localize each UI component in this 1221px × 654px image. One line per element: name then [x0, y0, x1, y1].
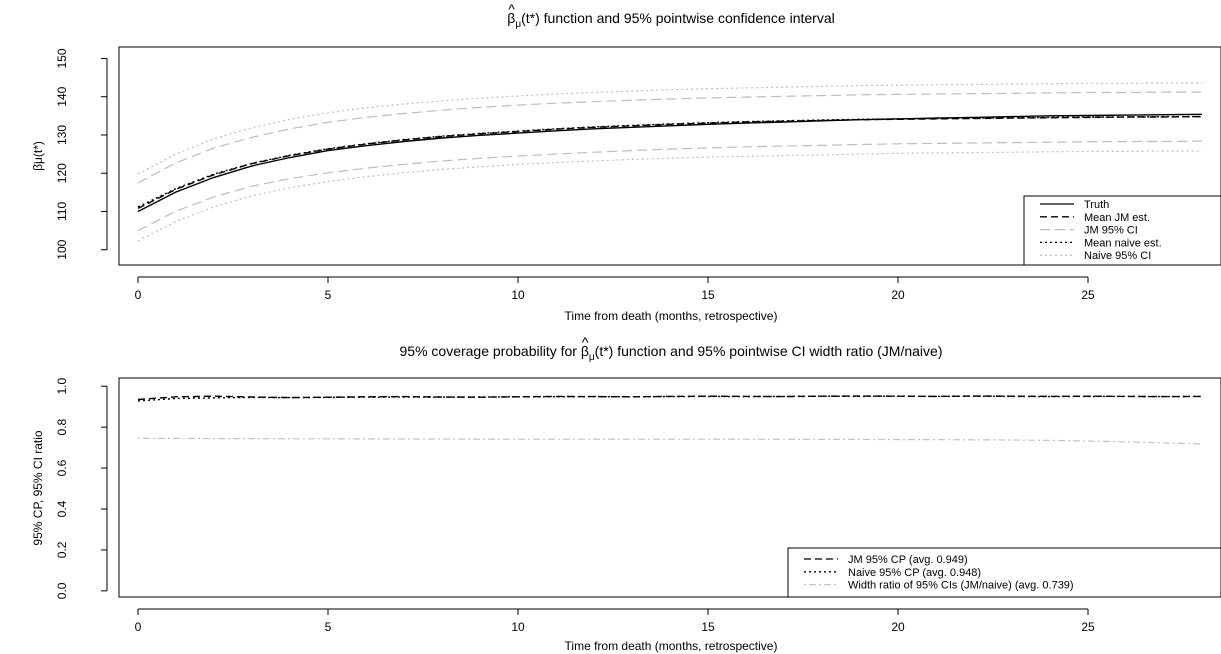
- x-tick-label: 5: [325, 620, 332, 634]
- series-line: [137, 82, 1202, 175]
- chart-panel-coverage: 95% coverage probability for βμ(t*) func…: [31, 334, 1221, 653]
- title-bottom-rest: (t*) function and 95% pointwise CI width…: [595, 343, 943, 359]
- series-group-bottom: [137, 395, 1203, 445]
- x-tick-label: 15: [701, 288, 715, 302]
- x-tick-label: 10: [511, 620, 525, 634]
- y-tick-label: 130: [55, 125, 69, 145]
- plot-frame-bottom: [118, 377, 1221, 598]
- series-line: [137, 115, 1202, 208]
- legend-box: [1023, 195, 1221, 266]
- title-top-rest: (t*) function and 95% pointwise confiden…: [521, 10, 835, 26]
- x-axis-bottom: 0 5 10 15 20 25: [135, 608, 1095, 634]
- title-top-hat: ^: [508, 1, 515, 17]
- x-axis-top: 0 5 10 15 20 25: [135, 276, 1095, 302]
- title-top-beta: β: [507, 10, 515, 26]
- title-top-sub: μ: [515, 19, 521, 30]
- legend-label: Width ratio of 95% CIs (JM/naive) (avg. …: [848, 580, 1074, 592]
- title-bottom-beta: β: [581, 343, 589, 359]
- legend-label: Truth: [1084, 199, 1109, 211]
- legend-label: JM 95% CI: [1084, 225, 1138, 237]
- x-tick-label: 20: [891, 620, 905, 634]
- y-axis-bottom: 0.0 0.2 0.4 0.6 0.8 1.0: [55, 378, 108, 599]
- x-tick-label: 25: [1081, 288, 1095, 302]
- series-line: [137, 395, 1203, 401]
- title-bottom-sub: μ: [589, 352, 595, 363]
- legend-label: Mean naive est.: [1084, 237, 1162, 249]
- y-tick-label: 140: [55, 86, 69, 106]
- y-axis-top: 100 110 120 130 140 150: [55, 48, 108, 260]
- y-axis-label-top: β̈μ(t*): [31, 141, 45, 171]
- chart-title-top: βμ(t*) function and 95% pointwise confid…: [507, 10, 834, 30]
- x-axis-label-bottom: Time from death (months, retrospective): [565, 639, 778, 653]
- series-line: [137, 115, 1203, 210]
- x-tick-label: 0: [135, 288, 142, 302]
- chart-title-bottom: 95% coverage probability for βμ(t*) func…: [400, 343, 943, 363]
- x-tick-label: 10: [511, 288, 525, 302]
- y-tick-label: 0.6: [55, 459, 69, 476]
- x-tick-label: 25: [1081, 620, 1095, 634]
- x-tick-label: 20: [891, 288, 905, 302]
- legend-label: Naive 95% CI: [1084, 250, 1151, 262]
- y-tick-label: 1.0: [55, 378, 69, 395]
- legend-label: Naive 95% CP (avg. 0.948): [848, 567, 981, 579]
- title-bottom-lead: 95% coverage probability for: [400, 343, 581, 359]
- x-axis-label-top: Time from death (months, retrospective): [565, 309, 778, 323]
- legend-label: Mean JM est.: [1084, 212, 1150, 224]
- y-tick-label: 0.2: [55, 541, 69, 558]
- series-line: [137, 395, 1203, 402]
- series-line: [137, 91, 1202, 184]
- y-tick-label: 100: [55, 239, 69, 259]
- series-group-top: [137, 82, 1203, 242]
- legend-label: JM 95% CP (avg. 0.949): [848, 554, 968, 566]
- x-tick-label: 15: [701, 620, 715, 634]
- y-tick-label: 0.0: [55, 582, 69, 599]
- series-line: [137, 140, 1203, 232]
- legend-bottom: JM 95% CP (avg. 0.949)Naive 95% CP (avg.…: [787, 547, 1221, 598]
- y-tick-label: 0.8: [55, 418, 69, 435]
- x-tick-label: 0: [135, 620, 142, 634]
- y-axis-label-bottom: 95% CP, 95% CI ratio: [31, 430, 45, 545]
- x-tick-label: 5: [325, 288, 332, 302]
- series-line: [138, 437, 1203, 445]
- y-tick-label: 110: [55, 202, 69, 221]
- chart-panel-beta-function: βμ(t*) function and 95% pointwise confid…: [31, 1, 1221, 323]
- legend-box: [787, 547, 1221, 598]
- title-bottom-hat: ^: [582, 334, 589, 350]
- plot-frame-top: [118, 46, 1221, 266]
- y-tick-label: 150: [55, 48, 69, 68]
- series-line: [137, 113, 1203, 213]
- y-tick-label: 0.4: [55, 500, 69, 517]
- y-tick-label: 120: [55, 163, 69, 183]
